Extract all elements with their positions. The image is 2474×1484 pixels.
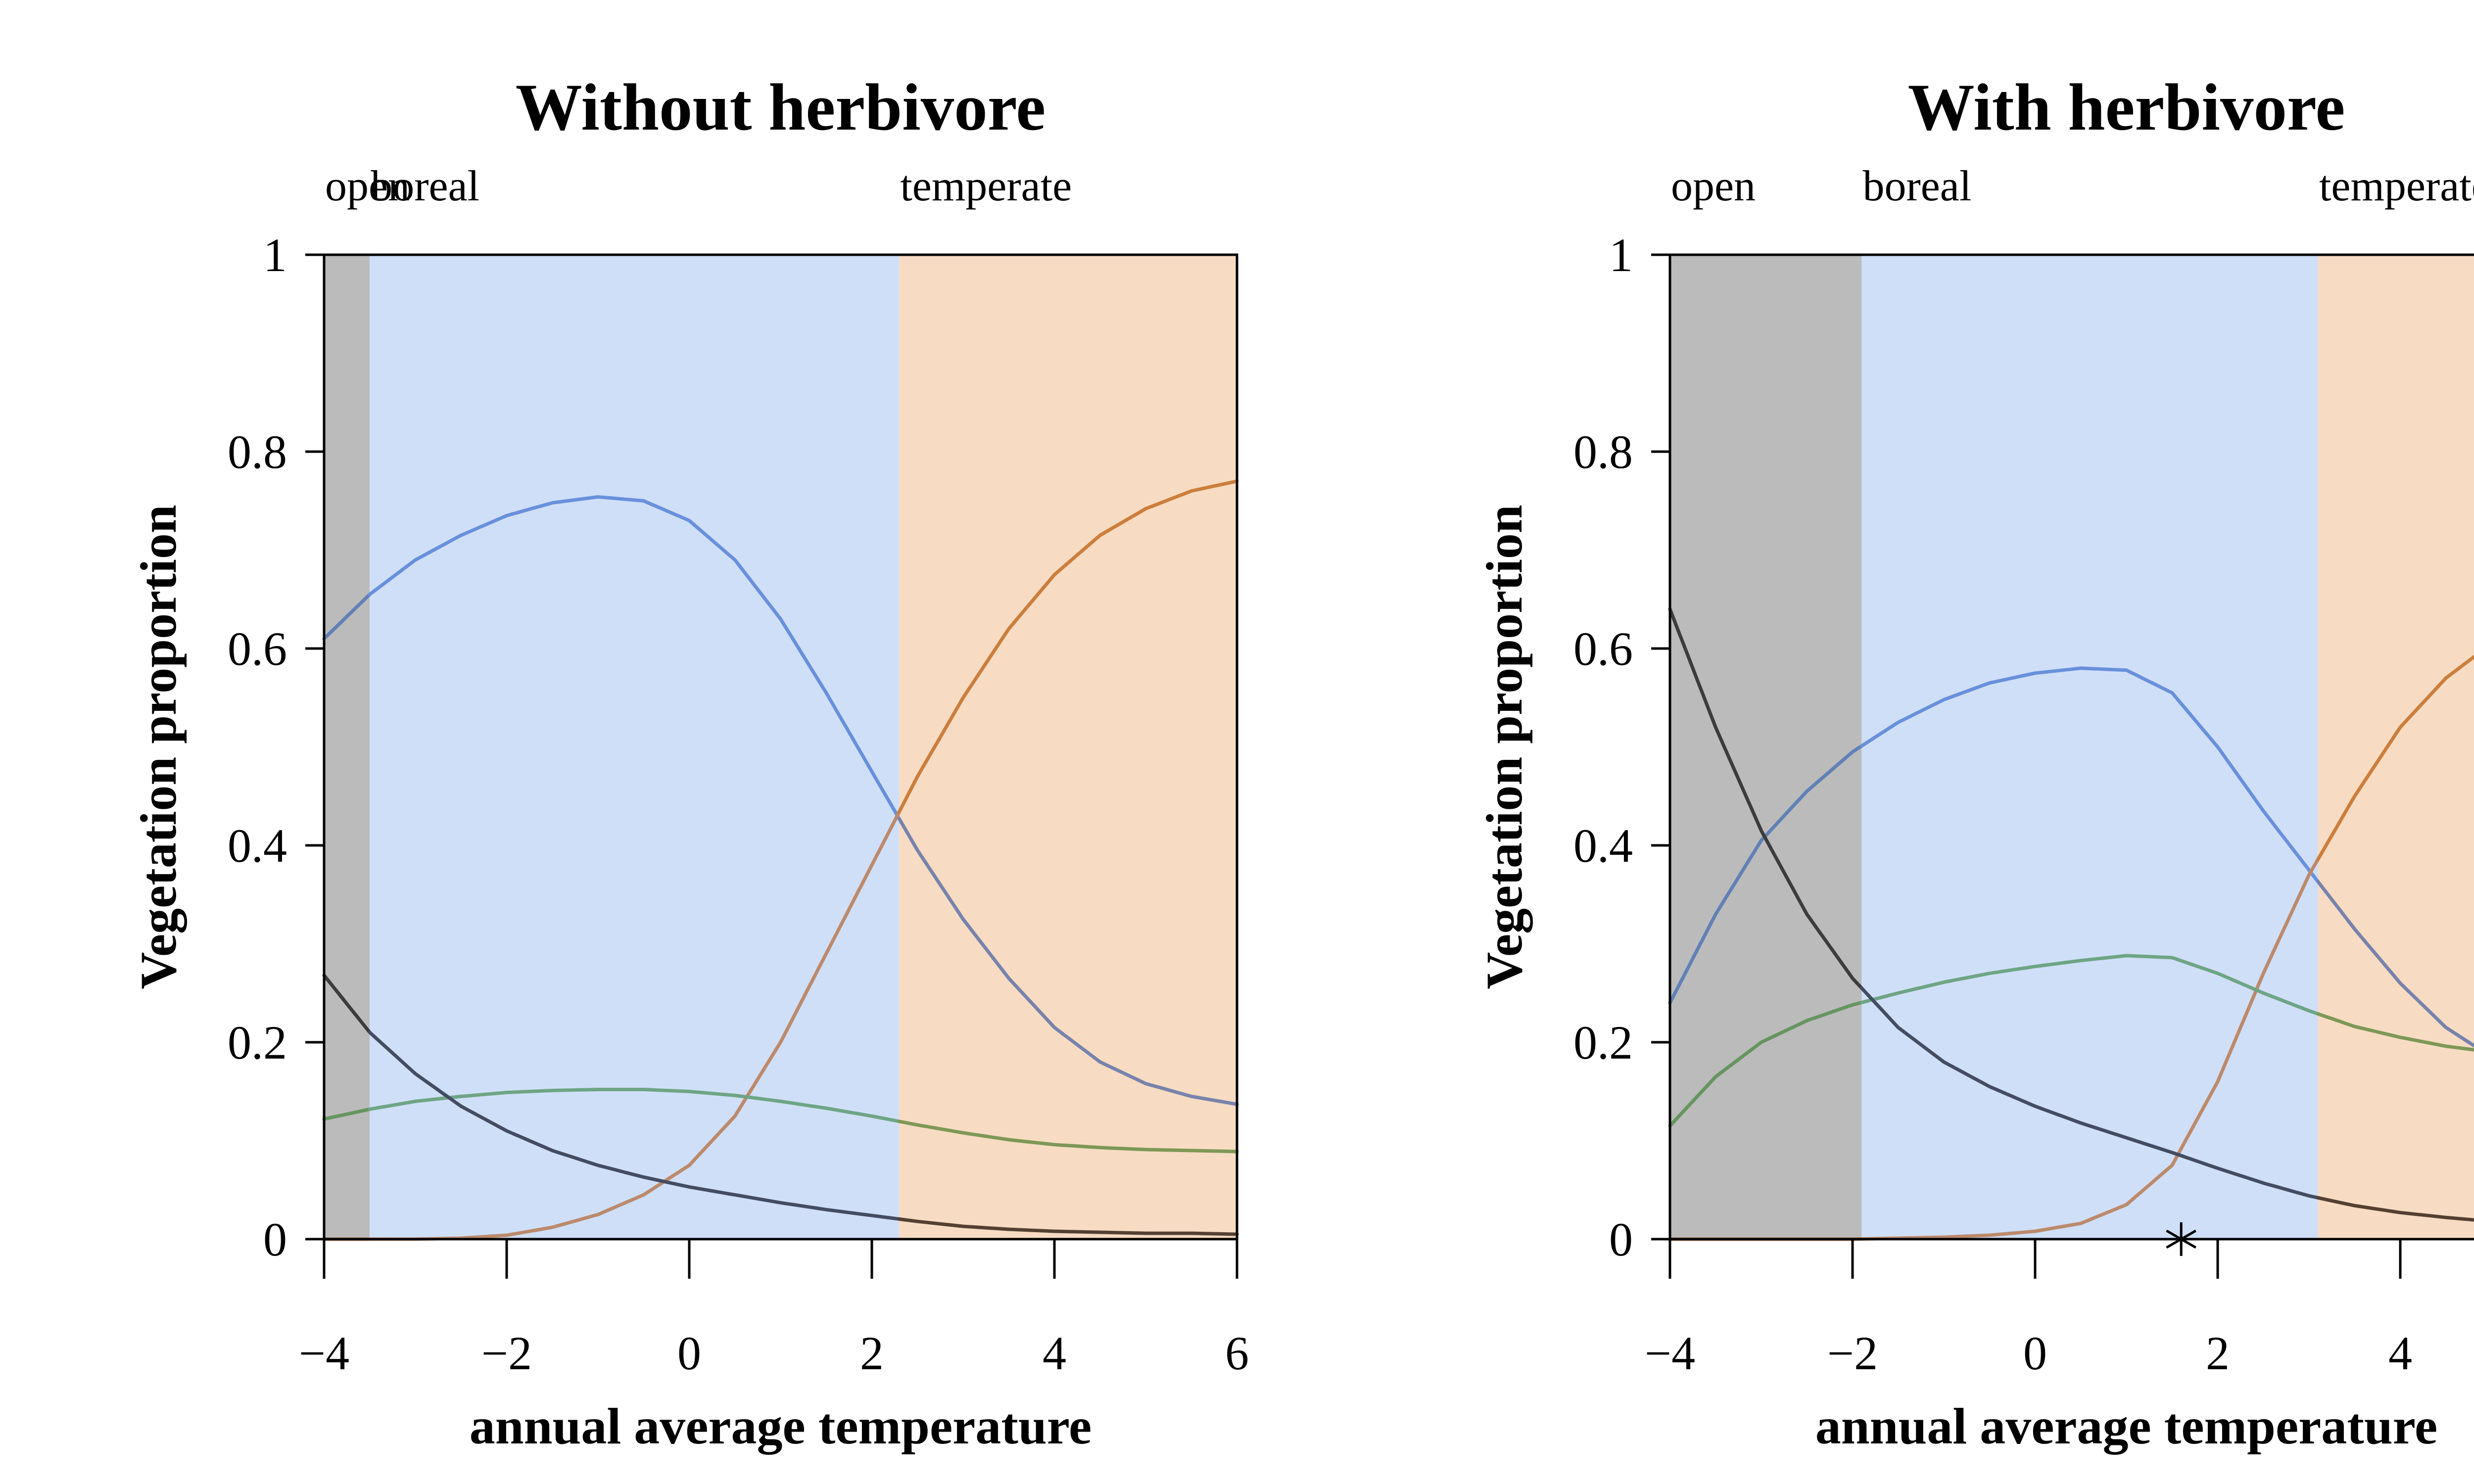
- open-zone-label: open: [325, 162, 410, 210]
- boreal-zone: [370, 255, 900, 1239]
- x-tick-label: 0: [2023, 1327, 2047, 1380]
- open-series-line: [1668, 607, 2474, 1222]
- y-tick-label: 1: [1609, 229, 1633, 281]
- open-series-line: [322, 974, 1239, 1236]
- open-zone-label: open: [1671, 162, 1756, 210]
- x-tick-label: −4: [1645, 1327, 1695, 1380]
- chart-panel-2: open boreal temperate 0 0.2 0.4 0.6 0.8 1 −4 −2 0 2 4…: [1476, 71, 2474, 1455]
- x-tick-label: −4: [299, 1327, 349, 1380]
- boreal-zone: [1861, 255, 2318, 1239]
- grass-series-line-segment: [368, 1088, 901, 1123]
- chart-title: Without herbivore: [516, 71, 1046, 144]
- y-tick-label: 0.8: [228, 425, 287, 478]
- temperate-series-line-segment: [2316, 654, 2474, 861]
- x-tick-label: 4: [1043, 1327, 1066, 1380]
- y-tick-label: 1: [263, 229, 287, 281]
- y-tick-label: 0.2: [228, 1016, 287, 1069]
- grass-series-line-segment: [897, 1119, 1239, 1154]
- plot-border: [1670, 253, 2474, 256]
- grass-series-line: [322, 1088, 1239, 1154]
- boreal-series-line-segment: [322, 593, 372, 641]
- temperate-zone: [899, 255, 1237, 1239]
- boreal-zone-label: boreal: [1862, 162, 1971, 210]
- y-tick-label: 0.6: [228, 622, 287, 675]
- y-axis-title: Vegetation proportion: [1476, 505, 1533, 989]
- chart-title: With herbivore: [1908, 71, 2345, 144]
- open-series-line-segment: [1668, 607, 1863, 990]
- y-tick-label: 0.4: [1573, 819, 1633, 872]
- y-tick-label: 0.4: [228, 819, 287, 872]
- x-axis-title: annual average temperature: [1815, 1398, 2437, 1455]
- boreal-series-line-segment: [1859, 666, 2320, 884]
- y-tick-label: 0: [263, 1213, 287, 1266]
- x-axis-title: annual average temperature: [470, 1398, 1092, 1455]
- x-tick-label: 4: [2388, 1327, 2412, 1380]
- temperate-zone-label: temperate: [900, 162, 1072, 210]
- temperate-zone: [2318, 255, 2474, 1239]
- temperate-series-line-segment: [897, 479, 1239, 814]
- y-axis-title: Vegetation proportion: [130, 505, 187, 989]
- grass-series-line-segment: [1859, 954, 2320, 1016]
- boreal-series-line-segment: [368, 495, 901, 821]
- x-tick-label: −2: [1827, 1327, 1878, 1380]
- asterisk-marker: [2166, 1222, 2197, 1256]
- grass-series-line-segment: [2316, 1012, 2474, 1052]
- plot-border: [324, 253, 1238, 1239]
- y-tick-label: 0: [1609, 1213, 1633, 1266]
- open-series-line-segment: [1859, 986, 2320, 1200]
- boreal-zone-label: boreal: [371, 162, 479, 210]
- y-tick-label: 0.6: [1573, 622, 1633, 675]
- open-series-line-segment: [322, 974, 372, 1034]
- temperate-zone-label: temperate: [2319, 162, 2474, 210]
- grass-series-line-segment: [322, 1107, 372, 1121]
- boreal-series-line: [322, 495, 1239, 1106]
- x-tick-label: −2: [481, 1327, 532, 1380]
- open-series-line-segment: [2316, 1196, 2474, 1222]
- x-tick-label: 0: [677, 1327, 701, 1380]
- boreal-series-line-segment: [2316, 880, 2474, 1048]
- y-tick-label: 0.8: [1573, 425, 1633, 478]
- grass-series-line-segment: [1668, 1001, 1863, 1128]
- open-zone: [1670, 255, 1862, 1239]
- x-tick-label: 6: [1225, 1327, 1249, 1380]
- open-zone: [324, 255, 370, 1239]
- x-tick-label: 2: [860, 1327, 884, 1380]
- open-series-line-segment: [897, 1217, 1239, 1236]
- temperate-series-line-segment: [1859, 857, 2320, 1241]
- boreal-series-line-segment: [897, 817, 1239, 1106]
- grass-series-line: [1668, 954, 2474, 1128]
- y-tick-label: 0.2: [1573, 1016, 1633, 1069]
- x-tick-label: 2: [2206, 1327, 2230, 1380]
- open-series-line-segment: [368, 1030, 901, 1221]
